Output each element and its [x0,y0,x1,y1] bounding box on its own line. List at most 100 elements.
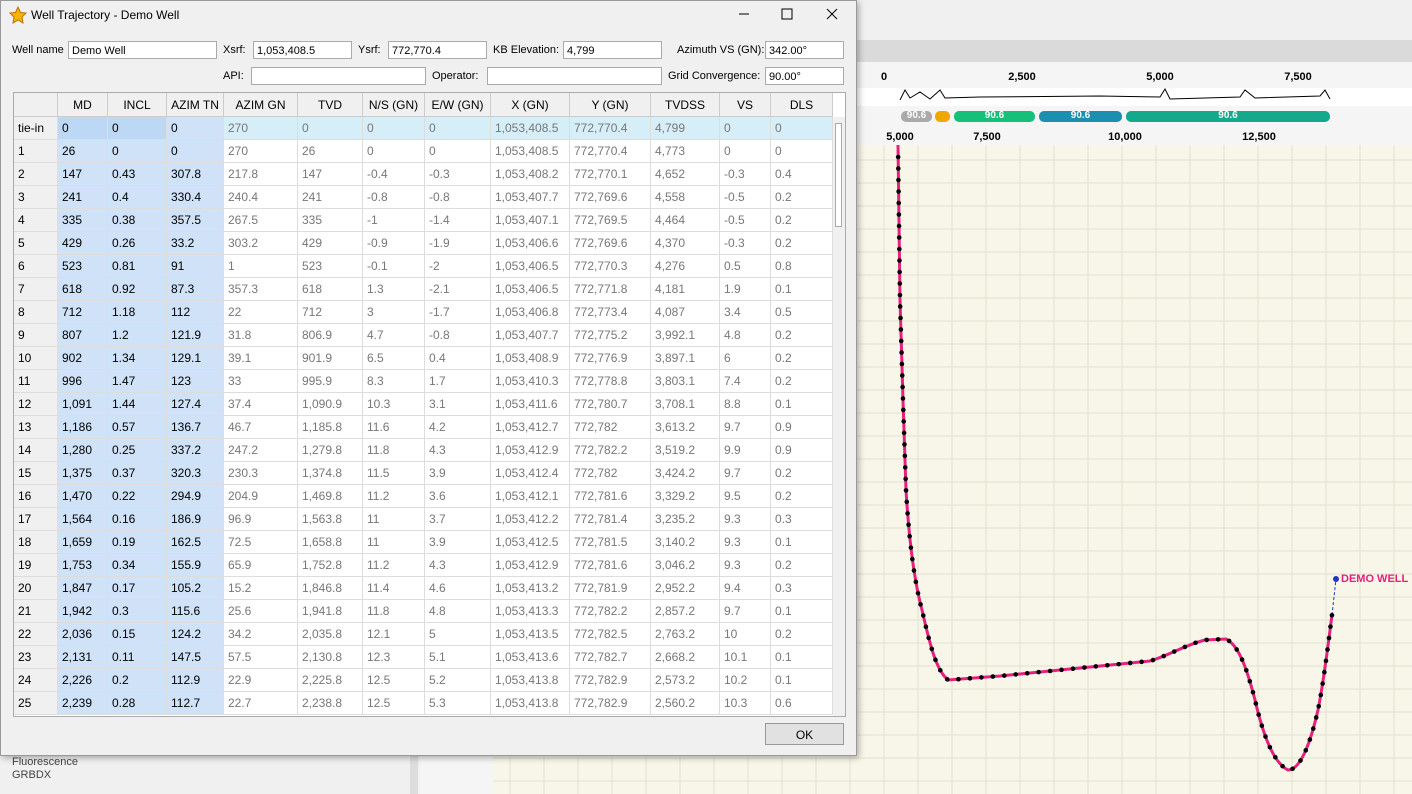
table-cell[interactable]: 2,560.2 [651,692,720,715]
table-cell[interactable]: 4,370 [651,232,720,255]
table-cell[interactable]: 996 [58,370,108,393]
table-cell[interactable]: 1.2 [108,324,167,347]
table-cell[interactable]: 772,769.6 [570,186,651,209]
table-cell[interactable]: 0.43 [108,163,167,186]
table-cell[interactable]: 0.26 [108,232,167,255]
table-cell[interactable]: 11.4 [363,577,425,600]
table-cell[interactable]: 87.3 [167,278,224,301]
table-cell[interactable]: 2,131 [58,646,108,669]
table-cell[interactable]: 357.3 [224,278,298,301]
table-cell[interactable]: 0.2 [771,186,833,209]
table-cell[interactable]: 270 [224,140,298,163]
table-cell[interactable]: 1,752.8 [298,554,363,577]
table-cell[interactable]: 1,053,406.6 [491,232,570,255]
table-cell[interactable]: 0 [720,140,771,163]
table-cell[interactable]: 0 [771,140,833,163]
table-cell[interactable]: 429 [58,232,108,255]
table-cell[interactable]: 0.3 [108,600,167,623]
table-cell[interactable]: 5.1 [425,646,491,669]
table-cell[interactable]: 294.9 [167,485,224,508]
table-cell[interactable]: -1 [363,209,425,232]
table-cell[interactable]: -0.5 [720,209,771,232]
table-cell[interactable]: 9.3 [720,554,771,577]
table-cell[interactable]: 1,053,412.9 [491,554,570,577]
scrollbar[interactable] [833,117,845,716]
table-cell[interactable]: 0.9 [771,416,833,439]
table-cell[interactable]: 4.2 [425,416,491,439]
table-cell[interactable]: 9.9 [720,439,771,462]
table-cell[interactable]: 1.3 [363,278,425,301]
table-cell[interactable]: 429 [298,232,363,255]
table-cell[interactable]: 0.2 [771,324,833,347]
table-cell[interactable]: 11.2 [363,485,425,508]
table-cell[interactable]: 772,782.9 [570,669,651,692]
table-cell[interactable]: 337.2 [167,439,224,462]
table-cell[interactable]: 1,053,406.5 [491,278,570,301]
table-cell[interactable]: 772,769.6 [570,232,651,255]
table-cell[interactable]: 241 [58,186,108,209]
table-cell[interactable]: 0.8 [771,255,833,278]
table-cell[interactable]: 0.25 [108,439,167,462]
table-cell[interactable]: 39.1 [224,347,298,370]
table-cell[interactable]: 0.2 [771,623,833,646]
table-cell[interactable]: 6.5 [363,347,425,370]
table-cell[interactable]: 1.34 [108,347,167,370]
table-cell[interactable]: -1.9 [425,232,491,255]
table-cell[interactable]: 0 [167,140,224,163]
table-cell[interactable]: -0.3 [720,163,771,186]
table-cell[interactable]: 1,374.8 [298,462,363,485]
table-cell[interactable]: 0.2 [771,209,833,232]
table-cell[interactable]: 9.7 [720,416,771,439]
table-cell[interactable]: -1.4 [425,209,491,232]
table-cell[interactable]: 12.1 [363,623,425,646]
table-cell[interactable]: 1,469.8 [298,485,363,508]
table-cell[interactable]: 25.6 [224,600,298,623]
table-cell[interactable]: 523 [298,255,363,278]
table-cell[interactable]: -0.8 [425,324,491,347]
table-cell[interactable]: 0.81 [108,255,167,278]
table-cell[interactable]: 0.2 [771,370,833,393]
table-cell[interactable]: 1,563.8 [298,508,363,531]
table-cell[interactable]: 12.3 [363,646,425,669]
table-cell[interactable]: 10 [720,623,771,646]
table-cell[interactable]: 4,276 [651,255,720,278]
table-cell[interactable]: 4,087 [651,301,720,324]
table-cell[interactable]: 11 [363,531,425,554]
table-cell[interactable]: 335 [298,209,363,232]
table-cell[interactable]: 772,770.4 [570,140,651,163]
table-cell[interactable]: 0 [108,140,167,163]
table-cell[interactable]: 9.5 [720,485,771,508]
table-cell[interactable]: 1.47 [108,370,167,393]
table-cell[interactable]: -2.1 [425,278,491,301]
table-cell[interactable]: 34.2 [224,623,298,646]
table-cell[interactable]: 772,781.6 [570,554,651,577]
table-cell[interactable]: 241 [298,186,363,209]
field-input[interactable]: 4,799 [563,41,662,59]
table-cell[interactable]: 4,181 [651,278,720,301]
table-cell[interactable]: 4.8 [425,600,491,623]
table-cell[interactable]: 0 [720,117,771,140]
table-cell[interactable]: 0.17 [108,577,167,600]
table-cell[interactable]: 10.3 [363,393,425,416]
table-cell[interactable]: 0.1 [771,669,833,692]
table-cell[interactable]: 11.6 [363,416,425,439]
table-cell[interactable]: 6 [720,347,771,370]
table-cell[interactable]: 1,053,412.7 [491,416,570,439]
table-cell[interactable]: 1,091 [58,393,108,416]
table-cell[interactable]: 1,053,408.9 [491,347,570,370]
table-cell[interactable]: 2,130.8 [298,646,363,669]
table-cell[interactable]: 0.6 [771,692,833,715]
table-cell[interactable]: 4,799 [651,117,720,140]
table-cell[interactable]: 3,708.1 [651,393,720,416]
table-cell[interactable]: 0.28 [108,692,167,715]
table-cell[interactable]: 0.37 [108,462,167,485]
ok-button[interactable]: OK [765,723,844,745]
field-input[interactable]: Demo Well [68,41,217,59]
table-cell[interactable]: 0.19 [108,531,167,554]
table-cell[interactable]: 901.9 [298,347,363,370]
table-cell[interactable]: 9.4 [720,577,771,600]
table-cell[interactable]: 22 [224,301,298,324]
table-cell[interactable]: 0.1 [771,278,833,301]
table-cell[interactable]: 11 [363,508,425,531]
table-cell[interactable]: -0.3 [425,163,491,186]
